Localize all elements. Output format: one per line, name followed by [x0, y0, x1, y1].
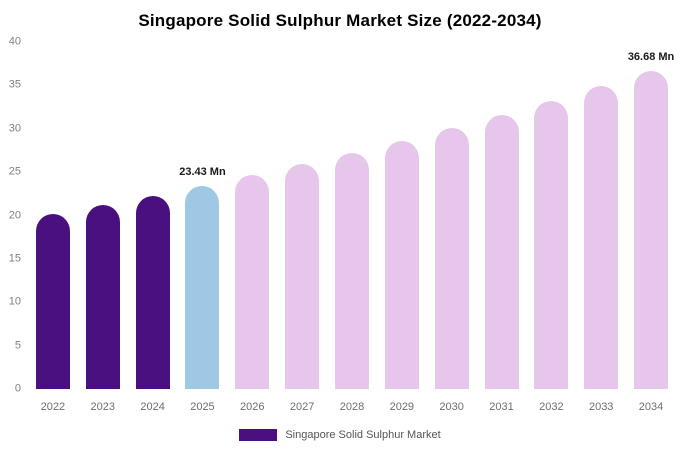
data-label-2034: 36.68 Mn: [627, 50, 675, 63]
x-axis-label-2023: 2023: [90, 401, 115, 413]
x-axis-label-2029: 2029: [389, 401, 415, 413]
bar-column-2031: 2031: [477, 42, 527, 413]
bar-column-2030: 2030: [427, 42, 477, 413]
chart-title: Singapore Solid Sulphur Market Size (202…: [138, 11, 542, 30]
x-axis-label-2026: 2026: [240, 401, 265, 413]
bar-column-2022: 2022: [28, 42, 78, 413]
y-axis-tick-20: 20: [8, 209, 21, 221]
bar-2032: [534, 100, 569, 389]
bar-column-2032: 2032: [526, 42, 576, 413]
bar-2030: [434, 128, 469, 389]
legend: Singapore Solid Sulphur Market: [0, 429, 680, 441]
x-axis-label-2034: 2034: [638, 401, 664, 413]
bar-column-2028: 2028: [327, 42, 377, 413]
bar-2033: [584, 86, 619, 389]
x-axis-label-2027: 2027: [289, 401, 315, 413]
bar-2026: [235, 175, 270, 389]
legend-label: Singapore Solid Sulphur Market: [285, 428, 441, 441]
y-axis-tick-5: 5: [14, 339, 21, 352]
y-axis-tick-35: 35: [8, 78, 21, 91]
bar-2029: [384, 140, 419, 389]
x-axis-label-2031: 2031: [489, 401, 514, 413]
bar-column-2029: 2029: [377, 42, 427, 413]
y-axis-tick-25: 25: [8, 165, 21, 178]
bar-column-2025: 23.43 Mn 2025: [178, 42, 228, 412]
y-axis-tick-10: 10: [8, 295, 21, 308]
y-axis-tick-40: 40: [8, 35, 21, 48]
bar-2031: [484, 114, 519, 389]
y-axis-tick-0: 0: [14, 382, 21, 395]
y-axis-tick-15: 15: [8, 252, 21, 265]
bar-column-2034: 36.68 Mn 2034: [626, 42, 676, 412]
x-axis-label-2030: 2030: [439, 401, 464, 413]
x-axis-label-2033: 2033: [588, 401, 614, 413]
bar-2028: [334, 152, 369, 389]
bar-2023: [85, 205, 120, 389]
plot-area: 2022 2023 2024 23.43 Mn 2025 2026 2027 2028 2029…: [28, 42, 676, 413]
x-axis-label-2032: 2032: [539, 401, 564, 413]
bar-2025: [185, 185, 220, 389]
bar-2024: [135, 195, 170, 389]
data-label-2025: 23.43 Mn: [179, 165, 226, 178]
y-axis: 0 5 10 15 20 25 30 35 40: [0, 36, 24, 394]
bar-column-2024: 2024: [128, 42, 178, 413]
bar-column-2027: 2027: [277, 42, 327, 413]
x-axis-label-2028: 2028: [339, 401, 365, 413]
bar-column-2026: 2026: [227, 42, 277, 413]
x-axis-label-2025: 2025: [190, 401, 215, 413]
bar-2027: [285, 164, 320, 389]
x-axis-label-2024: 2024: [140, 401, 165, 413]
bar-2022: [35, 213, 70, 389]
bar-column-2033: 2033: [576, 42, 626, 413]
x-axis-label-2022: 2022: [40, 401, 66, 413]
bar-column-2023: 2023: [78, 42, 128, 413]
bar-2034: [634, 70, 669, 389]
legend-swatch: [239, 429, 278, 441]
y-axis-tick-30: 30: [8, 122, 21, 135]
